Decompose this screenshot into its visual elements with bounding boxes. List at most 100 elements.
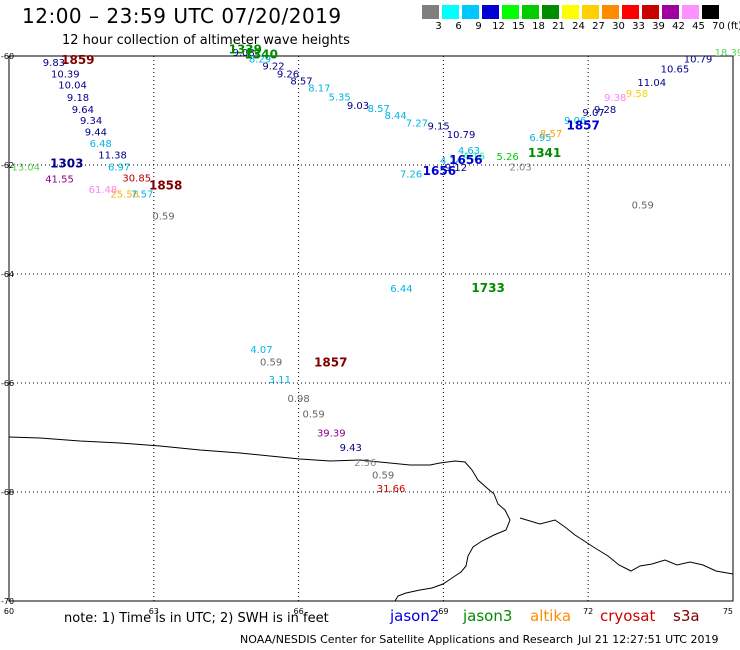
longitude-label: 69 bbox=[438, 607, 448, 616]
wave-height-label: 9.12 bbox=[445, 163, 467, 174]
scale-label: 33 bbox=[632, 21, 645, 32]
map-subtitle: 12 hour collection of altimeter wave hei… bbox=[62, 33, 350, 48]
wave-height-label: 8.29 bbox=[249, 55, 271, 66]
wave-height-label: 5.26 bbox=[496, 152, 518, 163]
wave-height-label: 9.83 bbox=[43, 58, 65, 69]
scale-swatch bbox=[422, 5, 439, 19]
wave-height-label: 4.07 bbox=[250, 345, 272, 356]
pass-time-label: 1858 bbox=[149, 179, 182, 193]
pass-time-label: 1857 bbox=[314, 356, 347, 370]
wave-height-label: 7.27 bbox=[406, 118, 428, 129]
scale-swatch bbox=[502, 5, 519, 19]
pass-time-label: 1857 bbox=[566, 119, 599, 133]
wave-height-label: 9.43 bbox=[340, 443, 362, 454]
wave-height-label: 41.55 bbox=[45, 174, 74, 185]
wave-height-label: 5.35 bbox=[329, 93, 351, 104]
scale-unit: (ft) bbox=[727, 21, 740, 32]
wave-height-label: 9.06 bbox=[564, 116, 586, 127]
wave-height-label: 0.59 bbox=[152, 212, 174, 223]
latitude-label: -66 bbox=[1, 379, 14, 388]
scale-label: 12 bbox=[492, 21, 505, 32]
longitude-label: 66 bbox=[294, 607, 304, 616]
scale-label: 45 bbox=[692, 21, 705, 32]
wave-height-label: 7.57 bbox=[131, 190, 153, 201]
wave-height-label: 9.58 bbox=[626, 89, 648, 100]
latitude-label: -70 bbox=[1, 597, 14, 606]
pass-time-label: 1656 bbox=[423, 164, 456, 178]
wave-height-label: 7.26 bbox=[400, 170, 422, 181]
satellite-s3a: s3a bbox=[673, 607, 700, 625]
wave-height-label: 6.95 bbox=[529, 133, 551, 144]
wave-height-label: 10.39 bbox=[51, 69, 80, 80]
satellite-jason3: jason3 bbox=[463, 607, 513, 625]
footer-note: note: 1) Time is in UTC; 2) SWH is in fe… bbox=[64, 611, 329, 626]
pass-time-label: 1339 bbox=[229, 42, 262, 56]
scale-label: 39 bbox=[652, 21, 665, 32]
wave-height-label: 30.85 bbox=[122, 173, 151, 184]
wave-height-label: 4.63 bbox=[458, 146, 480, 157]
wave-height-label: 0.59 bbox=[260, 358, 282, 369]
wave-height-label: 9.64 bbox=[72, 105, 94, 116]
wave-height-label: 3.11 bbox=[269, 375, 291, 386]
scale-label: 15 bbox=[512, 21, 525, 32]
wave-height-label: 13.04 bbox=[11, 162, 40, 173]
pass-time-label: 1859 bbox=[61, 53, 94, 67]
wave-height-label: 8.57 bbox=[290, 76, 312, 87]
scale-label: 21 bbox=[552, 21, 565, 32]
wave-height-label: 9.44 bbox=[85, 128, 107, 139]
wave-height-label: 4.16 bbox=[463, 152, 485, 163]
wave-height-label: 10.79 bbox=[447, 130, 476, 141]
wave-height-label: 39.39 bbox=[317, 428, 346, 439]
wave-height-label: 8.57 bbox=[368, 104, 390, 115]
scale-swatch bbox=[602, 5, 619, 19]
wave-height-label: 9.38 bbox=[604, 93, 626, 104]
latitude-label: -64 bbox=[1, 270, 14, 279]
satellite-altika: altika bbox=[530, 607, 572, 625]
scale-label: 70 bbox=[712, 21, 725, 32]
scale-label: 24 bbox=[572, 21, 585, 32]
scale-swatch bbox=[682, 5, 699, 19]
scale-swatch bbox=[562, 5, 579, 19]
scale-swatch bbox=[442, 5, 459, 19]
wave-height-label: 0.98 bbox=[287, 394, 309, 405]
map-frame bbox=[8, 55, 734, 602]
wave-height-label: 9.15 bbox=[427, 122, 449, 133]
scale-label: 3 bbox=[435, 21, 442, 32]
scale-swatch bbox=[702, 5, 719, 19]
longitude-label: 75 bbox=[723, 607, 733, 616]
wave-height-label: 6.48 bbox=[90, 139, 112, 150]
wave-height-label: 10.79 bbox=[684, 55, 713, 66]
scale-swatch bbox=[482, 5, 499, 19]
wave-height-label: 6.97 bbox=[108, 162, 130, 173]
wave-height-label: 2.03 bbox=[510, 162, 532, 173]
wave-height-label: 0.59 bbox=[632, 201, 654, 212]
wave-height-label: 9.07 bbox=[582, 108, 604, 119]
wave-height-label: 11.04 bbox=[637, 78, 666, 89]
scale-swatch bbox=[662, 5, 679, 19]
scale-swatch bbox=[542, 5, 559, 19]
longitude-label: 60 bbox=[4, 607, 14, 616]
scale-label: 42 bbox=[672, 21, 685, 32]
latitude-label: -68 bbox=[1, 488, 14, 497]
graticule bbox=[9, 56, 733, 601]
wave-height-label: 8.17 bbox=[308, 83, 330, 94]
longitude-label: 72 bbox=[583, 607, 593, 616]
latitude-label: -60 bbox=[1, 52, 14, 61]
wave-height-label: 8.57 bbox=[540, 129, 562, 140]
scale-swatch bbox=[642, 5, 659, 19]
scale-label: 6 bbox=[455, 21, 462, 32]
pass-time-label: 1341 bbox=[528, 146, 561, 160]
wave-height-label: 25.58 bbox=[110, 190, 139, 201]
antarctic-coastline bbox=[8, 436, 511, 602]
wave-height-label: 6.44 bbox=[390, 284, 412, 295]
latitude-labels: -60 -62 -64 -66 -68 -70 bbox=[1, 52, 14, 606]
coastline-east bbox=[519, 517, 734, 575]
wave-height-label: 2.56 bbox=[354, 458, 376, 469]
wave-height-label: 9.34 bbox=[80, 116, 102, 127]
wave-height-label: 0.59 bbox=[302, 409, 324, 420]
wave-height-label: 9.28 bbox=[594, 105, 616, 116]
wave-height-label: 31.66 bbox=[377, 484, 406, 495]
pass-time-label: 1340 bbox=[245, 48, 278, 62]
